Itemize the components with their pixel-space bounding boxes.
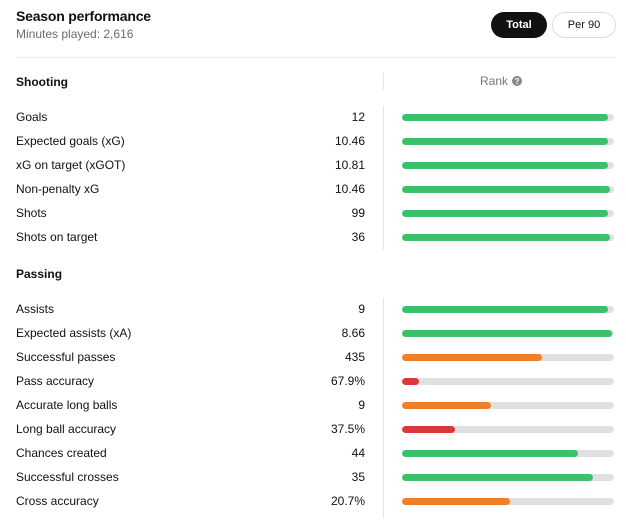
column-divider: [383, 106, 384, 250]
stat-value: 9: [358, 398, 365, 412]
stat-row: Chances created 44: [0, 442, 626, 466]
rank-bar: [402, 498, 614, 505]
total-toggle-button[interactable]: Total: [491, 12, 547, 38]
rank-bar: [402, 474, 614, 481]
rank-bar-fill: [402, 138, 608, 145]
rank-bar: [402, 306, 614, 313]
rank-bar: [402, 138, 614, 145]
rank-bar-fill: [402, 402, 492, 409]
stat-value: 12: [351, 110, 365, 124]
stat-value: 9: [358, 302, 365, 316]
stat-value: 435: [344, 350, 365, 364]
stat-row: Expected assists (xA) 8.66: [0, 322, 626, 346]
rank-bar-fill: [402, 498, 511, 505]
stat-value: 37.5%: [330, 422, 365, 436]
stat-value: 10.46: [334, 182, 365, 196]
stat-value: 36: [351, 230, 365, 244]
rank-bar: [402, 378, 614, 385]
rank-bar: [402, 402, 614, 409]
section-title: Shooting: [16, 75, 68, 89]
header-divider: [16, 57, 616, 58]
rank-bar-fill: [402, 186, 610, 193]
rank-bar: [402, 354, 614, 361]
stat-value: 8.66: [341, 326, 365, 340]
stat-row: Non-penalty xG 10.46: [0, 178, 626, 202]
stat-label: Chances created: [16, 446, 107, 460]
stat-row: Accurate long balls 9: [0, 394, 626, 418]
stat-row: Shots 99: [0, 202, 626, 226]
rank-bar-fill: [402, 306, 608, 313]
stat-label: xG on target (xGOT): [16, 158, 126, 172]
rank-bar-fill: [402, 234, 610, 241]
stat-label: Cross accuracy: [16, 494, 99, 508]
rank-bar: [402, 450, 614, 457]
stat-label: Pass accuracy: [16, 374, 95, 388]
rank-bar: [402, 234, 614, 241]
stat-value: 35: [351, 470, 365, 484]
column-divider: [383, 298, 384, 518]
stat-label: Goals: [16, 110, 48, 124]
column-divider: [383, 73, 384, 90]
rank-bar: [402, 114, 614, 121]
section-title: Passing: [16, 267, 63, 281]
stat-label: Shots on target: [16, 230, 98, 244]
stat-value: 44: [351, 446, 365, 460]
rank-bar-fill: [402, 354, 542, 361]
rank-bar-fill: [402, 114, 608, 121]
stat-row: Shots on target 36: [0, 226, 626, 250]
stat-row: Assists 9: [0, 298, 626, 322]
page-title: Season performance: [16, 8, 151, 24]
stat-row: Pass accuracy 67.9%: [0, 370, 626, 394]
rank-label: Rank: [480, 74, 509, 88]
stat-row: Cross accuracy 20.7%: [0, 490, 626, 514]
stat-row: xG on target (xGOT) 10.81: [0, 154, 626, 178]
stat-label: Expected assists (xA): [16, 326, 132, 340]
stat-value: 99: [351, 206, 365, 220]
stat-value: 10.46: [334, 134, 365, 148]
rank-bar-fill: [402, 426, 455, 433]
minutes-played: Minutes played: 2,616: [16, 27, 134, 41]
rank-bar: [402, 186, 614, 193]
rank-bar: [402, 330, 614, 337]
stat-label: Accurate long balls: [16, 398, 118, 412]
stat-row: Goals 12: [0, 106, 626, 130]
rank-bar-fill: [402, 162, 608, 169]
stat-row: Successful passes 435: [0, 346, 626, 370]
rank-bar-fill: [402, 474, 593, 481]
stat-row: Successful crosses 35: [0, 466, 626, 490]
stat-label: Non-penalty xG: [16, 182, 100, 196]
stat-label: Shots: [16, 206, 47, 220]
rank-bar-fill: [402, 450, 578, 457]
rank-bar: [402, 426, 614, 433]
stat-value: 10.81: [334, 158, 365, 172]
rank-bar-fill: [402, 210, 608, 217]
stat-value: 67.9%: [330, 374, 365, 388]
stat-label: Expected goals (xG): [16, 134, 125, 148]
stat-row: Expected goals (xG) 10.46: [0, 130, 626, 154]
header: Season performance Minutes played: 2,616: [16, 8, 151, 41]
stat-value: 20.7%: [330, 494, 365, 508]
stat-label: Assists: [16, 302, 55, 316]
rank-bar-fill: [402, 378, 419, 385]
rank-bar-fill: [402, 330, 612, 337]
stat-row: Long ball accuracy 37.5%: [0, 418, 626, 442]
info-icon[interactable]: ?: [512, 76, 523, 86]
stat-label: Successful crosses: [16, 470, 119, 484]
per90-toggle-button[interactable]: Per 90: [552, 12, 616, 38]
stat-label: Long ball accuracy: [16, 422, 117, 436]
rank-bar: [402, 210, 614, 217]
rank-header: Rank ?: [480, 74, 523, 88]
rank-bar: [402, 162, 614, 169]
stat-label: Successful passes: [16, 350, 116, 364]
